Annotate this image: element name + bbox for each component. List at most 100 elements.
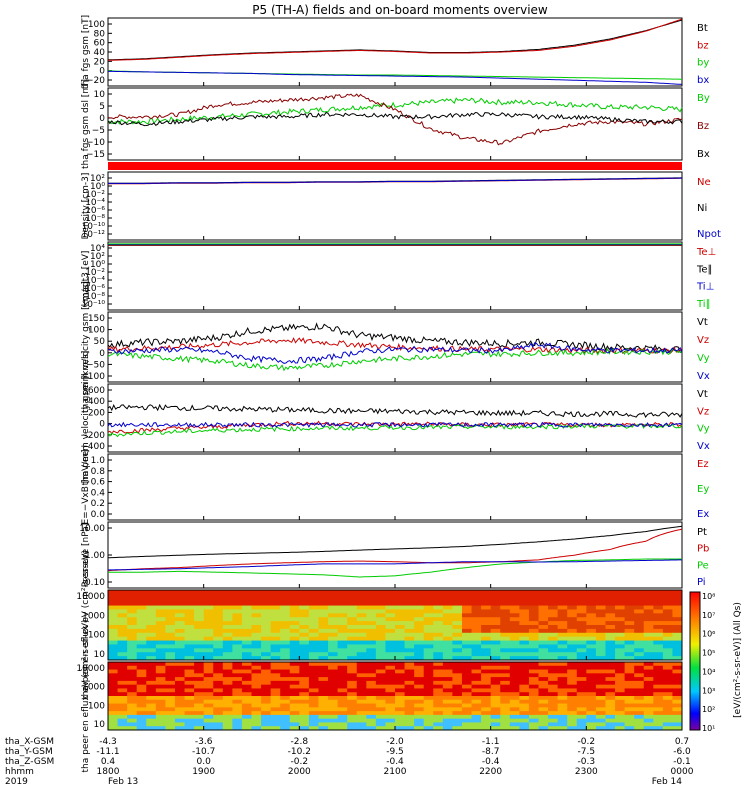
heatmap-cell [174,590,186,595]
heatmap-cell [261,669,272,674]
heatmap-cell [500,669,511,674]
heatmap-cell [194,684,205,689]
heatmap-cell [337,711,348,716]
heatmap-cell [155,711,166,716]
heatmap-cell [672,601,683,607]
heatmap-cell [500,703,511,708]
heatmap-cell [308,722,319,727]
heatmap-cell [270,609,281,614]
heatmap-cell [595,707,606,712]
heatmap-cell [528,628,539,634]
heatmap-cell [404,714,415,720]
heatmap-cell [395,662,406,667]
xrow-label-hhmm: hhmm [5,767,34,777]
heatmap-cell [289,662,300,667]
heatmap-cell [433,644,444,649]
heatmap-cell [500,692,511,697]
heatmap-cell [461,597,473,603]
heatmap-cell [624,677,635,682]
heatmap-cell [452,632,463,638]
heatmap-cell [117,652,128,657]
heatmap-cell [634,688,645,693]
heatmap-cell [356,640,367,645]
colorbar-tick: 10⁴ [702,667,715,676]
heatmap-cell [653,688,664,693]
heatmap-cell [356,644,367,649]
heatmap-cell [500,688,511,693]
heatmap-cell [385,722,396,727]
heatmap-cell [643,601,654,607]
heatmap-cell [289,621,300,626]
heatmap-cell [194,692,205,697]
heatmap-cell [232,632,243,638]
heatmap-cell [576,613,587,618]
heatmap-cell [318,601,329,607]
heatmap-cell [155,621,166,626]
xtick-label-y_gsm: -11.1 [96,747,119,757]
heatmap-cell [270,617,281,622]
xtick-label-hhmm: 0000 [671,767,694,777]
heatmap-cell [261,652,272,657]
heatmap-cell [328,688,339,693]
heatmap-cell [165,707,176,712]
heatmap-cell [222,718,233,723]
heatmap-cell [452,656,463,661]
series-line-peem_velocity-2 [107,423,683,438]
panel-frame-efield [107,453,683,521]
heatmap-cell [672,593,683,599]
heatmap-cell [299,621,310,626]
heatmap-cell [337,644,348,649]
heatmap-cell [213,636,224,642]
heatmap-cell [328,621,339,626]
heatmap-cell [270,597,281,603]
heatmap-cell [127,714,138,720]
heatmap-cell [337,652,348,657]
heatmap-cell [509,711,520,716]
heatmap-cell [615,648,626,653]
legend-peim_velocity-1: Vz [697,335,709,346]
heatmap-cell [213,722,224,727]
heatmap-cell [232,605,243,610]
heatmap-cell [395,648,406,653]
heatmap-cell [328,632,339,638]
heatmap-cell [347,707,358,712]
heatmap-cell [471,590,482,595]
heatmap-cell [576,718,587,723]
heatmap-cell [442,644,453,649]
heatmap-cell [184,665,195,671]
ylabel-density: Density [cm-3] [81,173,91,240]
heatmap-cell [328,640,339,645]
heatmap-cell [328,648,339,653]
heatmap-cell [337,617,348,622]
heatmap-cell [423,669,434,674]
heatmap-cell [567,718,578,723]
heatmap-cell [261,625,272,630]
heatmap-cell [232,625,243,630]
heatmap-cell [404,648,415,653]
heatmap-cell [347,662,358,667]
heatmap-cell [576,688,587,693]
heatmap-cell [328,722,339,727]
heatmap-cell [289,617,300,622]
heatmap-cell [538,677,549,682]
heatmap-cell [289,656,300,661]
colorbar-tick: 10⁶ [702,630,715,639]
heatmap-cell [165,636,176,642]
heatmap-cell [308,669,319,674]
heatmap-cell [289,711,300,716]
heatmap-cell [519,677,530,682]
heatmap-cell [528,684,539,689]
heatmap-cell [194,621,205,626]
heatmap-cell [423,711,434,716]
series-line-fgs_gsm-0 [108,19,683,61]
ytick-label: 10 [94,90,106,100]
heatmap-cell [624,662,635,667]
heatmap-cell [634,613,645,618]
heatmap-cell [375,696,386,701]
heatmap-cell [615,665,626,671]
heatmap-cell [595,609,606,614]
heatmap-cell [347,726,358,731]
heatmap-cell [261,673,272,678]
heatmap-cell [241,597,252,603]
heatmap-cell [423,662,434,667]
